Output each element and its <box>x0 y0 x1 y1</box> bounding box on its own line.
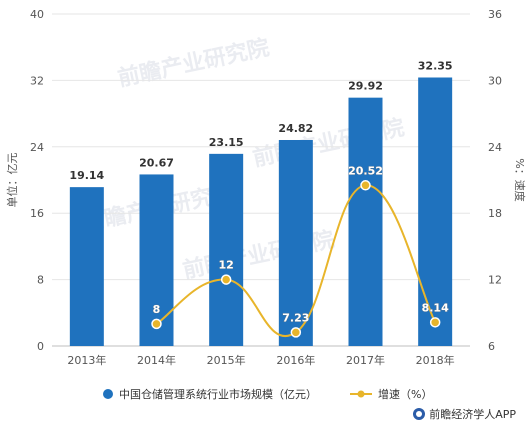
bar-value-label: 23.15 <box>209 136 244 149</box>
legend: 中国仓储管理系统行业市场规模（亿元） 增速（%） <box>103 387 432 401</box>
y2-tick-label: 36 <box>488 8 502 21</box>
y-tick-label: 40 <box>30 8 44 21</box>
y-tick-label: 8 <box>37 274 44 287</box>
brand-logo-icon <box>413 408 426 420</box>
gridlines <box>52 13 470 347</box>
bar-series: 19.14 20.67 23.15 24.82 29.92 32.35 <box>69 59 453 347</box>
line-value-label: 8 <box>153 303 161 316</box>
axes: 0 8 16 24 32 40 6 12 18 24 30 36 2013年 2014年 2015年 2016… <box>5 8 527 367</box>
y-tick-label: 32 <box>30 74 44 87</box>
x-tick-label: 2017年 <box>346 353 385 367</box>
legend-line-label: 增速（%） <box>378 387 432 401</box>
line-value-label: 12 <box>219 259 234 272</box>
y2-tick-label: 12 <box>488 274 502 287</box>
line-point <box>151 318 162 330</box>
bar <box>69 187 104 346</box>
line-value-label: 8.14 <box>422 301 449 314</box>
x-tick-label: 2018年 <box>416 353 455 367</box>
x-tick-label: 2016年 <box>276 353 315 367</box>
y-tick-label: 24 <box>30 141 44 154</box>
line-value-label: 7.23 <box>282 311 309 324</box>
bar <box>278 139 313 346</box>
footer-brand: 前瞻经济学人APP <box>413 406 516 422</box>
watermark-text: 前瞻产业研究院 <box>181 226 337 283</box>
x-tick-label: 2014年 <box>137 353 176 367</box>
bar <box>139 174 174 346</box>
x-tick-label: 2015年 <box>207 353 246 367</box>
y2-tick-label: 6 <box>488 340 495 353</box>
y2-axis-title: %：速度 <box>513 158 527 201</box>
bar <box>209 153 244 346</box>
y2-tick-label: 24 <box>488 141 502 154</box>
x-tick-label: 2013年 <box>67 353 106 367</box>
bar-value-label: 32.35 <box>418 59 453 72</box>
y-tick-label: 16 <box>30 207 44 220</box>
line-point <box>220 274 232 285</box>
growth-line-series: 8 12 7.23 20.52 8.14 <box>151 164 449 338</box>
bar-value-label: 24.82 <box>278 122 313 135</box>
line-value-label: 20.52 <box>348 164 383 177</box>
legend-bar-marker <box>103 389 113 399</box>
y2-tick-label: 30 <box>488 74 502 87</box>
line-point <box>429 317 441 328</box>
legend-line-dot <box>357 390 365 398</box>
watermark-text: 前瞻产业研究院 <box>251 114 407 171</box>
growth-line <box>155 184 437 337</box>
bar-value-label: 29.92 <box>348 80 383 93</box>
y2-tick-label: 18 <box>488 207 502 220</box>
footer-text: 前瞻经济学人APP <box>429 408 516 421</box>
line-point <box>360 180 371 191</box>
y-tick-label: 0 <box>37 340 44 353</box>
y-axis-title: 单位：亿元 <box>5 153 19 208</box>
bar <box>418 77 453 347</box>
line-point <box>290 327 302 338</box>
legend-bar-label: 中国仓储管理系统行业市场规模（亿元） <box>119 387 317 401</box>
bar-value-label: 19.14 <box>69 169 104 182</box>
bar <box>348 97 383 346</box>
watermark-text: 前瞻产业研究院 <box>116 34 272 91</box>
bar-value-label: 20.67 <box>139 156 174 169</box>
